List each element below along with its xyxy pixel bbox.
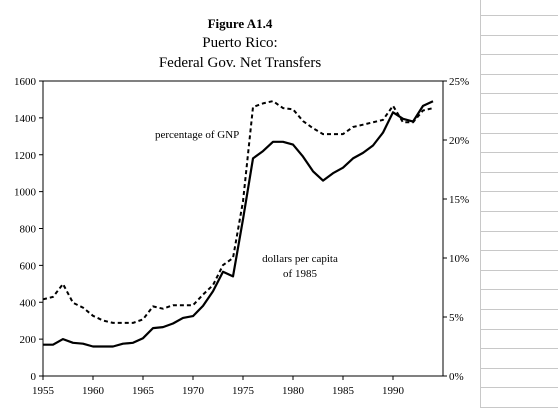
x-axis-tick-label: 1965 bbox=[132, 385, 155, 397]
x-axis-tick-label: 1990 bbox=[382, 385, 405, 397]
chart-subtitle-line-2: Federal Gov. Net Transfers bbox=[158, 55, 322, 71]
grid-panel-row-line bbox=[480, 93, 558, 94]
right-axis-tick-label: 5% bbox=[449, 312, 464, 324]
spreadsheet-grid-panel bbox=[480, 0, 558, 408]
chart-title: Figure A1.4 bbox=[207, 16, 273, 31]
right-axis-tick-label: 25% bbox=[449, 76, 469, 88]
grid-panel-row-line bbox=[480, 15, 558, 16]
grid-panel-row-line bbox=[480, 133, 558, 134]
series-line-dollars-per-capita bbox=[43, 100, 434, 348]
x-axis-tick-label: 1960 bbox=[82, 385, 105, 397]
grid-panel-row-line bbox=[480, 152, 558, 153]
series-line-percentage-of-gnp bbox=[42, 100, 434, 324]
x-axis-tick-label: 1955 bbox=[32, 385, 55, 397]
grid-panel-row-line bbox=[480, 231, 558, 232]
grid-panel-row-line bbox=[480, 211, 558, 212]
left-axis-tick-label: 0 bbox=[31, 371, 37, 383]
left-axis-tick-label: 1400 bbox=[14, 113, 37, 125]
grid-panel-row-line bbox=[480, 113, 558, 114]
grid-panel-row-line bbox=[480, 250, 558, 251]
chart-plot: 0 200 400 600 800 1000 1200 1400 1600 0% 5% 10% 15% 2… bbox=[14, 76, 469, 397]
grid-panel-row-line bbox=[480, 270, 558, 271]
left-axis-tick-label: 800 bbox=[20, 224, 37, 236]
grid-panel-row-line bbox=[480, 172, 558, 173]
grid-panel-row-line bbox=[480, 387, 558, 388]
left-axis-tick-label: 1200 bbox=[14, 150, 37, 162]
right-axis-tick-label: 10% bbox=[449, 253, 469, 265]
series-label-dollars-per-capita-line-1: dollars per capita bbox=[262, 253, 338, 265]
grid-panel-row-line bbox=[480, 348, 558, 349]
right-axis-tick-label: 20% bbox=[449, 135, 469, 147]
series-label-percentage-of-gnp: percentage of GNP bbox=[155, 129, 239, 141]
right-axis-tick-label: 15% bbox=[449, 194, 469, 206]
plot-frame bbox=[42, 80, 444, 377]
left-axis-tick-label: 1600 bbox=[14, 76, 37, 88]
grid-panel-row-line bbox=[480, 329, 558, 330]
left-axis-tick-label: 200 bbox=[20, 334, 37, 346]
grid-panel-row-line bbox=[480, 35, 558, 36]
chart-subtitle-line-1: Puerto Rico: bbox=[202, 35, 278, 51]
grid-panel-row-line bbox=[480, 309, 558, 310]
left-axis-tick-label: 400 bbox=[20, 297, 37, 309]
grid-panel-row-line bbox=[480, 368, 558, 369]
grid-panel-row-line bbox=[480, 74, 558, 75]
grid-panel-row-line bbox=[480, 289, 558, 290]
x-axis-tick-label: 1985 bbox=[332, 385, 355, 397]
left-axis-tick-label: 600 bbox=[20, 260, 37, 272]
x-axis-tick-label: 1980 bbox=[282, 385, 305, 397]
right-axis-tick-label: 0% bbox=[449, 371, 464, 383]
grid-panel-row-line bbox=[480, 54, 558, 55]
x-axis-tick-label: 1975 bbox=[232, 385, 255, 397]
grid-panel-border bbox=[480, 0, 481, 408]
x-axis-tick-label: 1970 bbox=[182, 385, 205, 397]
left-axis-tick-label: 1000 bbox=[14, 187, 37, 199]
grid-panel-row-line bbox=[480, 191, 558, 192]
series-label-dollars-per-capita-line-2: of 1985 bbox=[283, 268, 317, 280]
